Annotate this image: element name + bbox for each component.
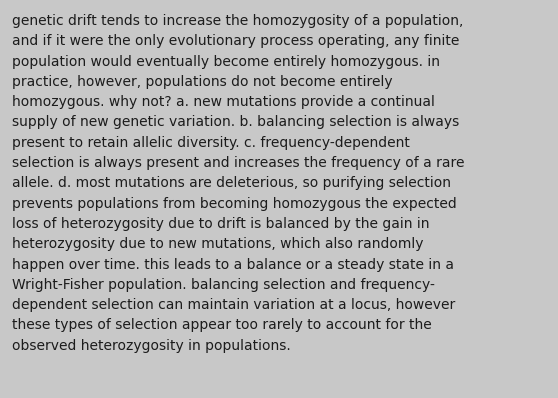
Text: genetic drift tends to increase the homozygosity of a population,: genetic drift tends to increase the homo… [12,14,464,28]
Text: loss of heterozygosity due to drift is balanced by the gain in: loss of heterozygosity due to drift is b… [12,217,430,231]
Text: practice, however, populations do not become entirely: practice, however, populations do not be… [12,75,393,89]
Text: heterozygosity due to new mutations, which also randomly: heterozygosity due to new mutations, whi… [12,237,424,251]
Text: prevents populations from becoming homozygous the expected: prevents populations from becoming homoz… [12,197,457,211]
Text: population would eventually become entirely homozygous. in: population would eventually become entir… [12,55,440,68]
Text: homozygous. why not? a. new mutations provide a continual: homozygous. why not? a. new mutations pr… [12,95,435,109]
Text: happen over time. this leads to a balance or a steady state in a: happen over time. this leads to a balanc… [12,258,454,271]
Text: allele. d. most mutations are deleterious, so purifying selection: allele. d. most mutations are deleteriou… [12,176,451,190]
Text: selection is always present and increases the frequency of a rare: selection is always present and increase… [12,156,465,170]
Text: and if it were the only evolutionary process operating, any finite: and if it were the only evolutionary pro… [12,34,460,48]
Text: observed heterozygosity in populations.: observed heterozygosity in populations. [12,339,291,353]
Text: Wright-Fisher population. balancing selection and frequency-: Wright-Fisher population. balancing sele… [12,278,435,292]
Text: present to retain allelic diversity. c. frequency-dependent: present to retain allelic diversity. c. … [12,136,410,150]
Text: these types of selection appear too rarely to account for the: these types of selection appear too rare… [12,318,432,332]
Text: supply of new genetic variation. b. balancing selection is always: supply of new genetic variation. b. bala… [12,115,460,129]
Text: dependent selection can maintain variation at a locus, however: dependent selection can maintain variati… [12,298,455,312]
